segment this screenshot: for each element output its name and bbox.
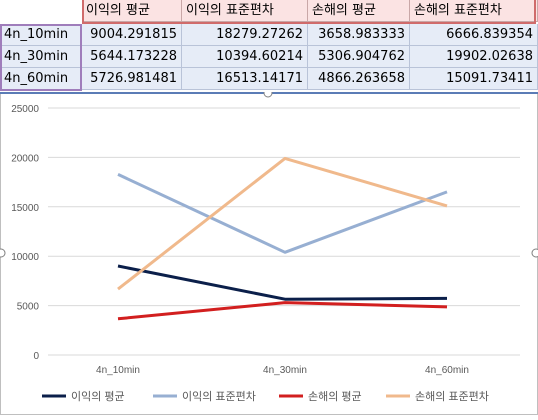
series-lines	[117, 156, 448, 321]
y-tick-label: 20000	[11, 153, 39, 164]
chart-frame	[0, 92, 538, 415]
series-line[interactable]	[117, 301, 448, 321]
table-cell[interactable]: 18279.27262	[182, 24, 308, 46]
series-line[interactable]	[117, 173, 448, 254]
legend[interactable]: 이익의 평균 이익의 표준편차 손해의 평균 손해의 표준편차	[42, 389, 489, 403]
legend-label[interactable]: 이익의 평균	[71, 390, 125, 403]
table-cell[interactable]: 16513.14171	[182, 68, 308, 90]
corner-cell[interactable]	[0, 0, 82, 22]
row-label-10min[interactable]: 4n_10min	[0, 24, 82, 46]
header-cell-profit-std[interactable]: 이익의 표준편차	[182, 0, 308, 22]
line-chart[interactable]: 0 5000 10000 15000 20000 25000 4n_10min 4n_30m…	[0, 88, 538, 416]
row-label-selection-range	[0, 24, 82, 91]
y-tick-label: 0	[33, 351, 39, 362]
table-cell[interactable]: 6666.839354	[410, 24, 538, 46]
legend-label[interactable]: 손해의 평균	[308, 389, 362, 403]
x-axis-ticks: 4n_10min 4n_30min 4n_60min	[96, 365, 469, 376]
y-tick-label: 5000	[17, 302, 40, 313]
resize-handle-top[interactable]	[263, 88, 273, 98]
header-cell-loss-mean[interactable]: 손해의 평균	[308, 0, 410, 22]
table-cell[interactable]: 10394.60214	[182, 46, 308, 68]
resize-handle-left[interactable]	[0, 248, 6, 258]
row-label-60min[interactable]: 4n_60min	[0, 68, 82, 90]
table-cell[interactable]: 5306.904762	[308, 46, 410, 68]
x-tick-label: 4n_30min	[263, 365, 307, 376]
header-cell-profit-mean[interactable]: 이익의 평균	[82, 0, 182, 22]
table-cell[interactable]: 9004.291815	[82, 24, 182, 46]
row-label-30min[interactable]: 4n_30min	[0, 46, 82, 68]
table-cell[interactable]: 15091.73411	[410, 68, 538, 90]
spreadsheet-table: 이익의 평균 이익의 표준편차 손해의 평균 손해의 표준편차 4n_10min…	[0, 0, 538, 92]
resize-handle-right[interactable]	[531, 248, 538, 258]
y-tick-label: 10000	[11, 252, 39, 263]
table-cell[interactable]: 3658.983333	[308, 24, 410, 46]
x-tick-label: 4n_10min	[96, 365, 140, 376]
y-tick-label: 15000	[11, 203, 39, 214]
legend-label[interactable]: 이익의 표준편차	[182, 390, 256, 403]
series-line[interactable]	[117, 264, 448, 301]
table-cell[interactable]: 4866.263658	[308, 68, 410, 90]
y-tick-label: 25000	[11, 104, 39, 115]
table-cell[interactable]: 19902.02638	[410, 46, 538, 68]
table-cell[interactable]: 5644.173228	[82, 46, 182, 68]
series-line[interactable]	[117, 156, 448, 291]
table-cell[interactable]: 5726.981481	[82, 68, 182, 90]
legend-label[interactable]: 손해의 표준편차	[415, 389, 489, 403]
header-selection-range	[82, 0, 536, 24]
y-axis-ticks: 0 5000 10000 15000 20000 25000	[11, 104, 39, 362]
x-tick-label: 4n_60min	[425, 365, 469, 376]
